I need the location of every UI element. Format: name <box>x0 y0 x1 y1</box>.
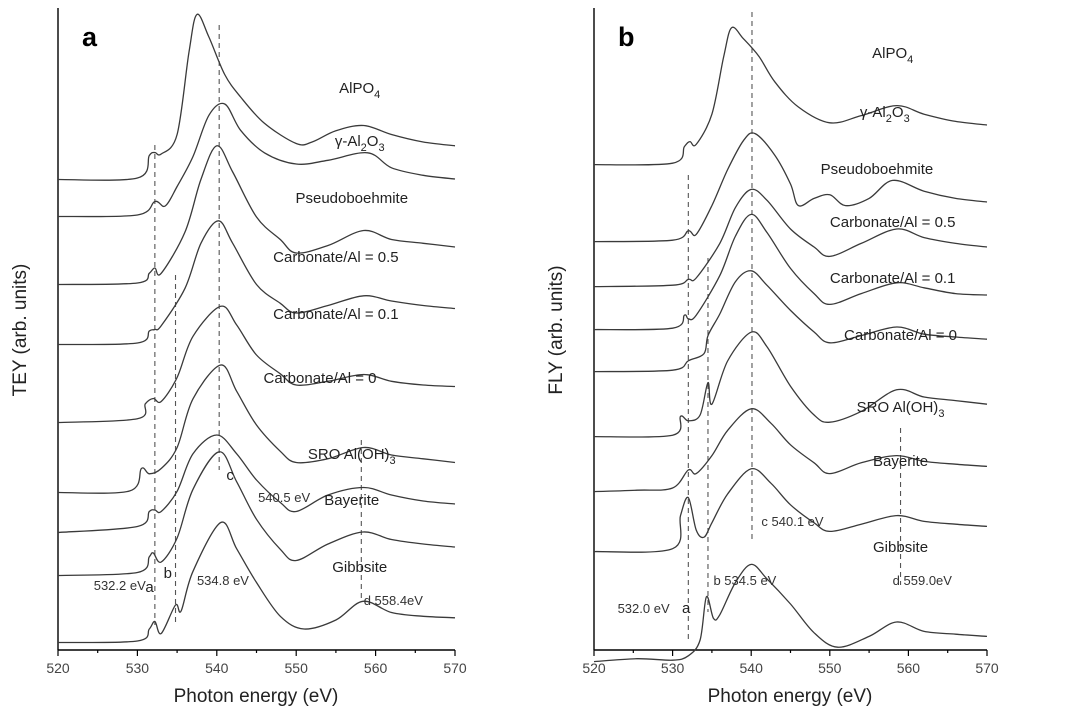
spectrum-curve <box>593 270 988 373</box>
panel-b-series-labels: AlPO4 γ-Al2O3 Pseudoboehmite Carbonate/Al =… <box>821 45 957 556</box>
spectrum-curve <box>57 434 456 534</box>
panel-a-letter: a <box>82 22 98 52</box>
series-label: SRO Al(OH)3 <box>308 446 396 467</box>
spectrum-curve <box>57 364 456 494</box>
panel-b-letter: b <box>618 22 635 52</box>
series-label: Pseudoboehmite <box>821 161 934 178</box>
panel-b-ticks: 520 530 540 550 560 570 <box>582 650 999 676</box>
peak-energy-label: d 559.0eV <box>893 573 953 588</box>
series-label: γ-Al2O3 <box>860 104 910 125</box>
peak-energy-label: 540.5 eV <box>258 490 310 505</box>
peak-letter-label: c <box>226 467 234 484</box>
panel-a-series-labels: AlPO4 γ-Al2O3 Pseudoboehmite Carbonate/Al =… <box>264 80 409 576</box>
panel-a-dashed-lines <box>154 25 362 625</box>
x-tick-label: 550 <box>285 660 309 676</box>
panel-a-y-axis-title: TEY (arb. units) <box>10 264 31 397</box>
spectrum-curve <box>593 188 988 288</box>
peak-letter-label: a <box>682 600 691 617</box>
peak-letter-label: b <box>164 565 172 582</box>
peak-energy-label: 534.8 eV <box>197 573 249 588</box>
peak-energy-label: 532.2 eV <box>94 578 146 593</box>
spectrum-curve <box>593 563 988 663</box>
x-tick-label: 570 <box>443 660 467 676</box>
spectrum-curve <box>57 145 456 286</box>
series-label: Gibbsite <box>873 539 928 556</box>
spectrum-curve <box>593 26 988 166</box>
x-tick-label: 560 <box>897 660 921 676</box>
spectrum-curve <box>57 521 456 644</box>
peak-energy-label: c 540.1 eV <box>761 514 823 529</box>
x-tick-label: 540 <box>740 660 764 676</box>
spectrum-curve <box>593 468 988 553</box>
panel-a-ticks: 520 530 540 550 560 570 <box>46 650 467 676</box>
series-label: Bayerite <box>873 453 928 470</box>
series-label: SRO Al(OH)3 <box>857 399 945 420</box>
spectrum-curve <box>593 331 988 438</box>
panel-b-annotations: 532.0 eV a b 534.5 eV c 540.1 eV d 559.0eV <box>618 514 953 617</box>
series-label: Carbonate/Al = 0.1 <box>830 270 956 287</box>
panel-a-annotations: 532.2 eV 534.8 eV 540.5 eV d 558.4eV ab c <box>94 467 424 608</box>
panel-b-y-axis-title: FLY (arb. units) <box>546 265 567 394</box>
x-tick-label: 540 <box>205 660 229 676</box>
x-tick-label: 530 <box>126 660 150 676</box>
x-tick-label: 520 <box>582 660 606 676</box>
series-label: Carbonate/Al = 0.5 <box>830 214 956 231</box>
panel-b-curves <box>593 26 988 663</box>
spectrum-curve <box>57 451 456 577</box>
spectrum-curve <box>57 102 456 218</box>
series-label: Bayerite <box>324 492 379 509</box>
peak-letter-label: a <box>145 579 154 596</box>
series-label: Carbonate/Al = 0.1 <box>273 306 399 323</box>
series-label: Pseudoboehmite <box>295 190 408 207</box>
x-tick-label: 550 <box>818 660 842 676</box>
x-tick-label: 560 <box>364 660 388 676</box>
spectrum-curve <box>593 132 988 243</box>
spectrum-curve <box>57 13 456 181</box>
series-label: AlPO4 <box>339 80 380 101</box>
panel-a-curves <box>57 13 456 644</box>
x-tick-label: 520 <box>46 660 70 676</box>
peak-energy-label: d 558.4eV <box>364 593 424 608</box>
series-label: γ-Al2O3 <box>335 133 385 154</box>
x-tick-label: 570 <box>975 660 999 676</box>
series-label: Carbonate/Al = 0 <box>844 327 957 344</box>
series-label: Gibbsite <box>332 559 387 576</box>
panel-b: b FLY (arb. units) Photon energy (eV) 52… <box>546 8 999 707</box>
panel-a-x-axis-title: Photon energy (eV) <box>174 686 339 707</box>
series-label: Carbonate/Al = 0 <box>264 370 377 387</box>
spectrum-curve <box>57 305 456 424</box>
x-tick-label: 530 <box>661 660 685 676</box>
peak-energy-label: b 534.5 eV <box>713 573 776 588</box>
panel-a: a TEY (arb. units) Photon energy (eV) 52… <box>10 8 467 707</box>
peak-energy-label: 532.0 eV <box>618 601 670 616</box>
spectrum-curve <box>593 213 988 331</box>
panel-b-x-axis-title: Photon energy (eV) <box>708 686 873 707</box>
series-label: AlPO4 <box>872 45 913 66</box>
spectrum-curve <box>593 408 988 493</box>
series-label: Carbonate/Al = 0.5 <box>273 249 399 266</box>
panel-b-dashed-lines <box>687 12 902 640</box>
spectrum-curve <box>57 220 456 346</box>
